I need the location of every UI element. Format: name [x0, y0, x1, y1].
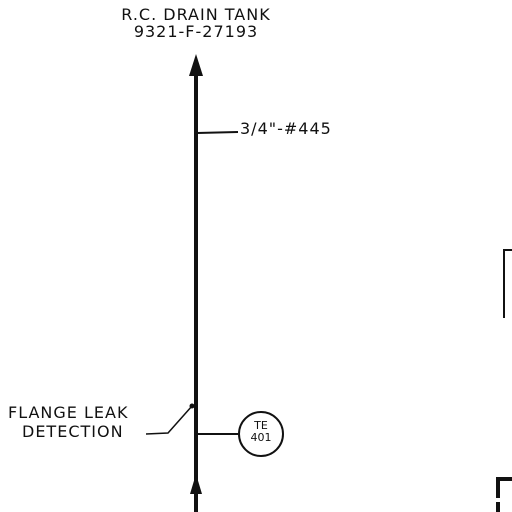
- flow-arrow-bottom-icon: [190, 474, 202, 494]
- flange-dot-icon: [189, 403, 195, 409]
- destination-title: R.C. DRAIN TANK: [121, 5, 271, 24]
- instrument-tag: TE: [254, 419, 268, 432]
- right-partial-frame: [503, 249, 512, 318]
- pipe-callout-leader: [196, 131, 239, 134]
- instrument-number: 401: [250, 431, 272, 444]
- destination-drawing-number: 9321-F-27193: [133, 22, 259, 41]
- instrument-bubble: [238, 411, 284, 457]
- flange-leader: [145, 405, 193, 435]
- right-partial-frame-lower: [496, 477, 512, 498]
- flow-arrow-top-icon: [189, 54, 203, 76]
- flange-note-line2: DETECTION: [22, 422, 124, 441]
- flange-note-line1: FLANGE LEAK: [8, 403, 129, 422]
- pipe-size-callout: 3/4"-#445: [240, 119, 332, 138]
